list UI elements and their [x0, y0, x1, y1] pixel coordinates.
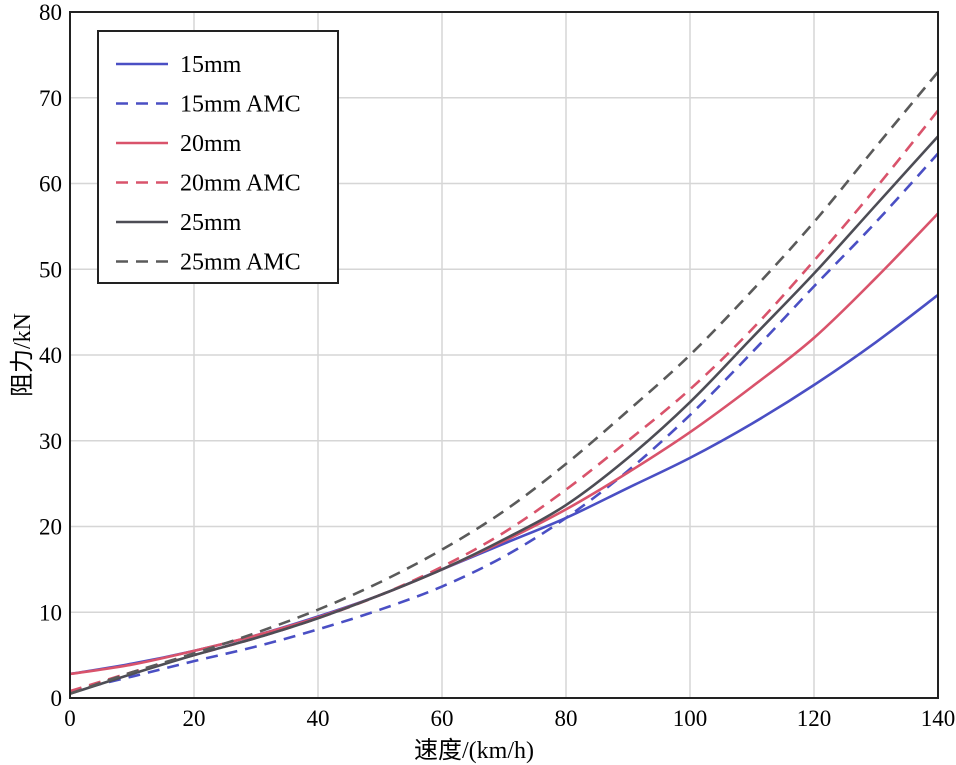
x-tick-label: 100 — [673, 706, 708, 731]
legend-label: 25mm AMC — [180, 250, 301, 276]
x-tick-label: 20 — [183, 706, 206, 731]
tick-labels: 0 20 40 60 80 100 120 140 0 10 20 30 40 50 60 70 80 — [39, 0, 955, 731]
series-line-1 — [69, 293, 939, 676]
legend-box — [97, 30, 339, 284]
y-tick-label: 0 — [51, 686, 63, 711]
y-tick-label: 10 — [39, 600, 62, 625]
y-tick-label: 30 — [39, 429, 62, 454]
legend-label: 15mm — [180, 52, 242, 78]
plot-lines — [69, 71, 940, 695]
series-line-2 — [69, 152, 939, 693]
x-tick-label: 120 — [797, 706, 832, 731]
y-tick-label: 50 — [39, 257, 62, 282]
legend: 15mm 15mm AMC 20mm 20mm AMC 25mm 25mm AMC — [97, 30, 339, 284]
x-tick-label: 60 — [431, 706, 454, 731]
y-tick-label: 20 — [39, 515, 62, 540]
y-tick-label: 80 — [39, 0, 62, 25]
series-line-4 — [69, 109, 940, 693]
y-tick-label: 60 — [39, 172, 62, 197]
x-tick-label: 0 — [64, 706, 76, 731]
series-line-5 — [69, 135, 939, 695]
legend-label: 20mm AMC — [180, 171, 301, 197]
plot-frame — [69, 11, 939, 699]
x-tick-label: 40 — [307, 706, 330, 731]
x-tick-label: 80 — [555, 706, 578, 731]
y-tick-label: 70 — [39, 86, 62, 111]
legend-label: 25mm — [180, 210, 242, 236]
legend-label: 15mm AMC — [180, 92, 301, 118]
y-axis-label: 阻力/kN — [9, 313, 36, 397]
y-tick-label: 40 — [39, 343, 62, 368]
x-tick-label: 140 — [921, 706, 956, 731]
legend-label: 20mm — [180, 131, 242, 157]
x-axis-label: 速度/(km/h) — [414, 737, 534, 764]
series-line-6 — [69, 71, 940, 695]
